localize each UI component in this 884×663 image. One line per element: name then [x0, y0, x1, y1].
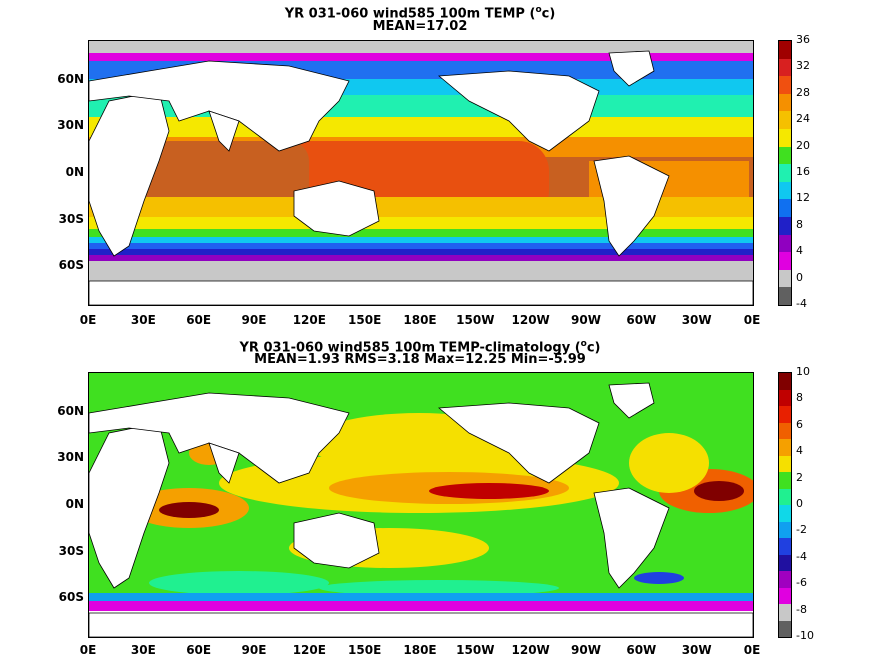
lon-label-top: 90W — [571, 313, 601, 327]
lat-label-30s: 30S — [58, 212, 84, 226]
lon-label-bottom: 120W — [511, 643, 550, 657]
colorbar-label: 10 — [796, 365, 810, 378]
lon-label-bottom: 30W — [681, 643, 712, 657]
colorbar-label: 28 — [796, 85, 810, 99]
lon-label-bottom: 60W — [626, 643, 657, 657]
top-title-line2: MEAN=17.02 — [372, 19, 468, 34]
lon-label-top: 0E — [79, 313, 97, 327]
top-title-line1: YR 031-060 wind585 100m TEMP (oc) — [284, 5, 556, 22]
lon-label-top: 150E — [348, 313, 382, 327]
lat-label-0n: 0N — [65, 165, 84, 179]
colorbar-label: 4 — [796, 244, 803, 258]
colorbar-label: -6 — [796, 576, 807, 590]
colorbar-label: 0 — [796, 497, 803, 510]
colorbar-label: 8 — [796, 391, 803, 405]
colorbar-label: 32 — [796, 59, 810, 73]
lat-label-0n-b: 0N — [65, 497, 84, 511]
colorbar-label: 36 — [796, 33, 810, 46]
lon-label-bottom: 0E — [79, 643, 97, 657]
colorbar-label: 8 — [796, 217, 803, 231]
lon-label-top: 30W — [681, 313, 712, 327]
colorbar-label: -10 — [796, 629, 814, 642]
lon-label-top: 120W — [511, 313, 550, 327]
lat-label-30n-b: 30N — [57, 450, 84, 464]
lon-label-bottom: 120E — [292, 643, 326, 657]
lat-label-30s-b: 30S — [58, 544, 84, 558]
colorbar-label: 20 — [796, 138, 810, 152]
lon-label-bottom: 150W — [456, 643, 495, 657]
lon-label-top: 120E — [292, 313, 326, 327]
colorbar-label: 4 — [796, 444, 803, 458]
lat-label-60n-b: 60N — [57, 404, 84, 418]
colorbar-label: 0 — [796, 270, 803, 284]
lon-label-top: 90E — [241, 313, 267, 327]
colorbar-label: 2 — [796, 470, 803, 484]
lon-label-bottom: 30E — [130, 643, 156, 657]
lon-label-top: 30E — [130, 313, 156, 327]
bottom-title-line2: MEAN=1.93 RMS=3.18 Max=12.25 Min=-5.99 — [254, 352, 586, 367]
lat-label-30n: 30N — [57, 118, 84, 132]
lon-label-bottom: 180E — [403, 643, 437, 657]
colorbar-label: -4 — [796, 549, 807, 563]
colorbar-label: -4 — [796, 297, 807, 310]
lat-label-60n: 60N — [57, 72, 84, 86]
colorbar-label: 12 — [796, 191, 810, 205]
lon-label-top: 150W — [456, 313, 495, 327]
colorbar-label: 24 — [796, 112, 810, 126]
top-colorbar — [778, 40, 792, 306]
bottom-colorbar — [778, 372, 792, 638]
bottom-title-line1: YR 031-060 wind585 100m TEMP-climatology… — [239, 339, 601, 356]
lon-label-bottom: 0E — [743, 643, 761, 657]
lat-label-60s: 60S — [58, 258, 84, 272]
colorbar-label: -2 — [796, 523, 807, 537]
colorbar-label: 6 — [796, 417, 803, 431]
lon-label-top: 180E — [403, 313, 437, 327]
lon-label-top: 60E — [186, 313, 212, 327]
bottom-anomaly-map — [88, 372, 754, 638]
lon-label-bottom: 60E — [186, 643, 212, 657]
lon-label-bottom: 150E — [348, 643, 382, 657]
lon-label-top: 60W — [626, 313, 657, 327]
lat-label-60s-b: 60S — [58, 590, 84, 604]
top-temperature-map — [88, 40, 754, 306]
lon-label-bottom: 90W — [571, 643, 601, 657]
colorbar-label: -8 — [796, 602, 807, 616]
lon-label-bottom: 90E — [241, 643, 267, 657]
colorbar-label: 16 — [796, 165, 810, 178]
lon-label-top: 0E — [743, 313, 761, 327]
